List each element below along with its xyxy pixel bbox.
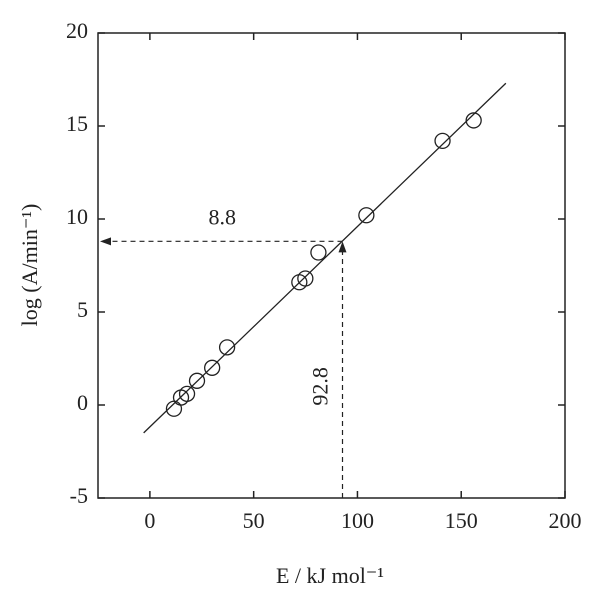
data-point — [358, 207, 375, 224]
data-point — [434, 132, 451, 150]
x-tick-label: 50 — [243, 508, 265, 533]
y-tick-label: 5 — [77, 297, 88, 322]
x-axis-label: E / kJ mol⁻¹ — [276, 563, 384, 588]
x-tick-label: 100 — [341, 508, 374, 533]
plot-frame — [97, 32, 566, 499]
data-point — [188, 372, 206, 389]
y-tick-label: 15 — [66, 111, 88, 136]
x-tick-label: 150 — [445, 508, 478, 533]
guide-y-label: 8.8 — [209, 204, 237, 229]
guide-arrow-left — [100, 237, 111, 246]
data-point — [218, 339, 236, 356]
x-tick-label: 0 — [144, 508, 155, 533]
y-tick-label: -5 — [70, 483, 88, 508]
y-tick-label: 0 — [77, 390, 88, 415]
x-tick-label: 200 — [549, 508, 582, 533]
data-point — [297, 270, 314, 287]
data-point — [465, 112, 482, 129]
fit-line — [143, 82, 507, 434]
guide-arrow-up — [338, 241, 347, 253]
y-axis-label: log (A/min⁻¹) — [17, 204, 42, 327]
data-point — [310, 244, 327, 261]
y-tick-label: 20 — [66, 18, 88, 43]
y-tick-label: 10 — [66, 204, 88, 229]
data-point — [178, 385, 196, 402]
guide-x-label: 92.8 — [308, 367, 333, 406]
data-point — [204, 359, 221, 376]
